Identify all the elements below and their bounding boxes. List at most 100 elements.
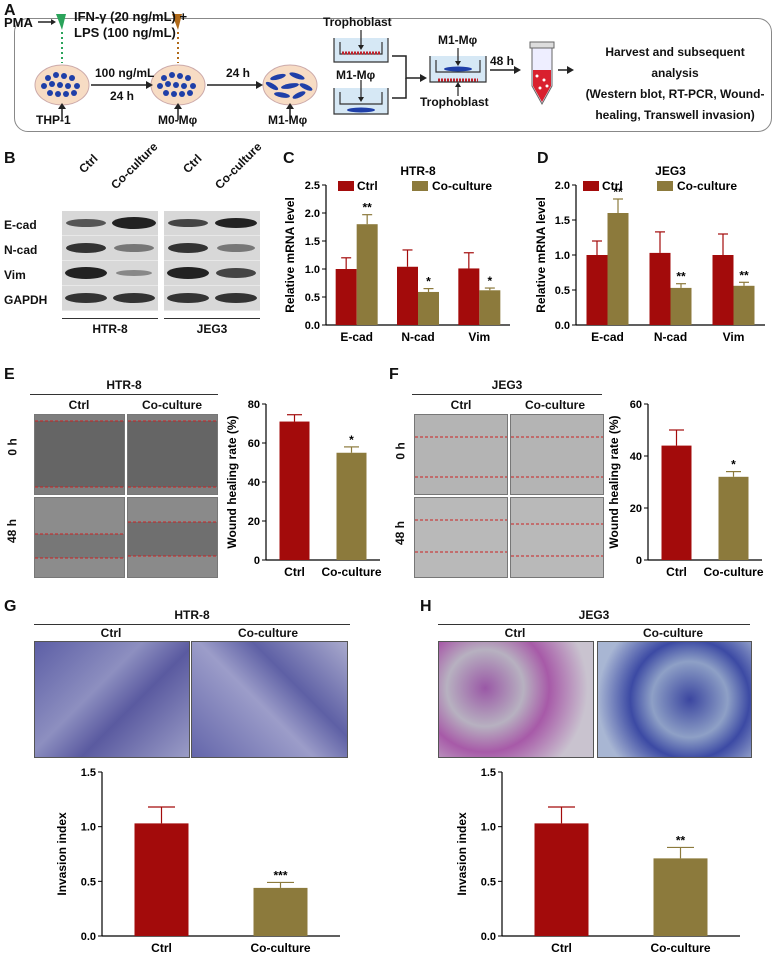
transwell-top (333, 30, 389, 63)
significance-label: ** (676, 270, 686, 284)
y-tick-label: 2.5 (305, 180, 320, 192)
wound-f-rule (412, 394, 602, 395)
wound-e-0h: 0 h (5, 438, 20, 456)
wound-e-ctrl: Ctrl (68, 398, 90, 412)
m1-bottom-label: M1-Mφ (336, 68, 376, 82)
thp1-label: THP-1 (36, 113, 71, 127)
blot-jeg3 (164, 211, 260, 311)
invasion-h-ctrl-image (438, 641, 594, 758)
significance-label: *** (273, 868, 287, 882)
y-axis-label: Invasion index (455, 812, 469, 896)
bar (356, 224, 378, 325)
y-tick-label: 0 (636, 555, 642, 567)
significance-label: * (349, 433, 354, 447)
bar (653, 858, 708, 936)
y-tick-label: 40 (630, 451, 642, 463)
legend-label-co: Co-culture (677, 179, 737, 193)
y-tick-label: 0.0 (305, 320, 320, 332)
significance-label: ** (739, 268, 749, 282)
significance-label: * (426, 275, 431, 289)
y-tick-label: 2.0 (555, 180, 570, 192)
x-tick-label: Vim (468, 330, 490, 344)
panel-label-e: E (4, 366, 15, 383)
invasion-h-title: JEG3 (578, 608, 610, 622)
invasion-g-title: HTR-8 (174, 608, 210, 622)
panel-label-b: B (4, 150, 16, 167)
wound-f-co: Co-culture (525, 398, 585, 412)
x-tick-label: Ctrl (551, 941, 572, 955)
m1-label: M1-Mφ (268, 113, 308, 127)
significance-label: ** (613, 185, 623, 199)
lps-label: LPS (100 ng/mL) (74, 25, 176, 40)
panel-label-f: F (389, 366, 399, 383)
y-tick-label: 0.5 (81, 876, 96, 888)
panel-label-h: H (420, 598, 432, 615)
y-tick-label: 0.5 (481, 876, 496, 888)
wound-f-ctrl-0h (414, 414, 508, 495)
x-tick-label: Ctrl (284, 565, 305, 579)
y-tick-label: 20 (630, 503, 642, 515)
transwell-bottom (333, 80, 389, 115)
invasion-g-ctrl-image (34, 641, 190, 758)
y-tick-label: 0.5 (555, 285, 570, 297)
x-tick-label: E-cad (591, 330, 624, 344)
bar (670, 287, 692, 325)
invasion-g-rule (34, 624, 350, 625)
invasion-h-rule (438, 624, 750, 625)
legend-swatch-co (657, 181, 673, 191)
thp1-dish (34, 64, 90, 106)
blot-divider-2 (164, 318, 260, 319)
wound-e-rule (30, 394, 218, 395)
blot-cell-htr8: HTR-8 (92, 322, 128, 336)
m1-top-label: M1-Mφ (438, 33, 478, 47)
harvest-text: Harvest and subsequent analysis (Western… (580, 42, 770, 126)
y-tick-label: 40 (248, 477, 260, 489)
blot-row-ncad: N-cad (4, 243, 38, 257)
m0-label: M0-Mφ (158, 113, 198, 127)
significance-label: ** (676, 833, 686, 847)
y-tick-label: 1.0 (305, 264, 320, 276)
x-tick-label: Co-culture (704, 565, 764, 579)
panel-label-d: D (537, 150, 549, 167)
y-tick-label: 60 (630, 399, 642, 411)
bar (733, 285, 755, 325)
y-tick-label: 0.0 (555, 320, 570, 332)
trophoblast-top-label: Trophoblast (323, 15, 392, 29)
bar (418, 291, 439, 325)
x-tick-label: Ctrl (666, 565, 687, 579)
x-tick-label: Vim (723, 330, 745, 344)
wound-e-48h: 48 h (5, 518, 20, 544)
bar (335, 269, 357, 325)
bar (134, 823, 189, 936)
y-tick-label: 1.0 (555, 250, 570, 262)
bar (534, 823, 589, 936)
legend-swatch-ctrl (583, 181, 599, 191)
harvest-line-2: (Western blot, RT-PCR, Wound- (585, 87, 765, 101)
wound-f-48h: 48 h (393, 520, 408, 546)
chart-g: 0.0 0.5 1.0 1.5 Invasion index Ctrl *** Co-cult… (55, 767, 340, 955)
blot-row-ecad: E-cad (4, 218, 37, 232)
time-24h-1: 24 h (110, 89, 135, 103)
significance-label: ** (362, 201, 372, 215)
y-tick-label: 0.5 (305, 292, 320, 304)
y-axis-label: Wound healing rate (%) (607, 415, 621, 548)
bar (712, 255, 734, 325)
wound-f-co-48h (510, 497, 604, 578)
bar (336, 452, 367, 560)
y-axis-label: Relative mRNA level (534, 197, 548, 313)
y-tick-label: 2.0 (305, 208, 320, 220)
bar (279, 421, 310, 560)
wound-e-title: HTR-8 (106, 378, 142, 392)
chart-c: HTR-8 0.0 0.5 1.0 1.5 2.0 2.5 Relative mRNA lev… (283, 164, 510, 344)
chart-h: 0.0 0.5 1.0 1.5 Invasion index Ctrl ** Co-cultu… (455, 767, 740, 955)
m1-dish (262, 64, 318, 106)
invasion-h-co-image (597, 641, 752, 758)
bar (479, 290, 501, 325)
y-tick-label: 1.0 (81, 822, 96, 834)
wound-e-co: Co-culture (142, 398, 202, 412)
legend-label-ctrl: Ctrl (357, 179, 378, 193)
panel-label-g: G (4, 598, 17, 615)
time-48h: 48 h (490, 54, 515, 68)
y-tick-label: 20 (248, 516, 260, 528)
y-tick-label: 1.5 (81, 767, 96, 779)
